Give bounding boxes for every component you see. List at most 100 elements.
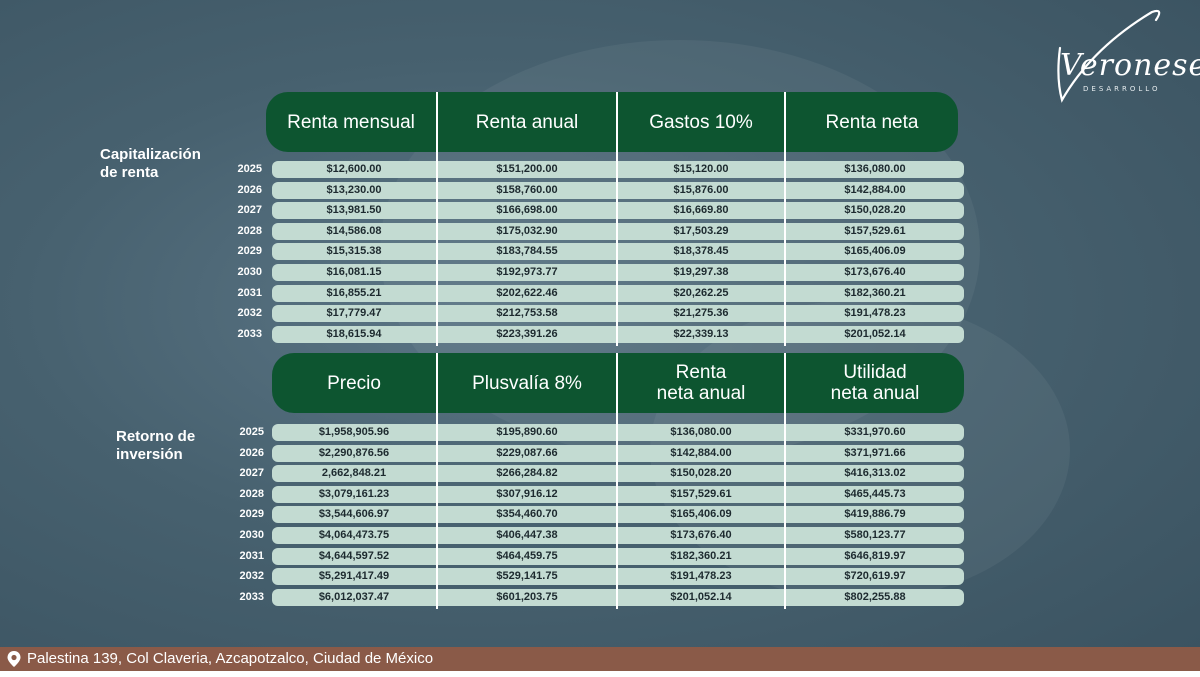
header-bar <box>266 92 958 152</box>
table-cell: $5,291,417.49 <box>318 570 390 583</box>
table-cell: $20,262.25 <box>673 286 729 299</box>
table-cell: $158,760.00 <box>496 183 558 196</box>
table-cell: $331,970.60 <box>844 426 906 438</box>
table-cell: $202,622.46 <box>496 286 558 299</box>
table-row <box>272 465 964 483</box>
table-cell: $13,981.50 <box>326 204 382 217</box>
table-cell: $136,080.00 <box>844 163 906 175</box>
column-divider <box>436 353 438 610</box>
table-cell: $166,698.00 <box>496 204 558 217</box>
column-header: Precio <box>327 372 381 394</box>
row-year: 2028 <box>239 487 264 500</box>
table-cell: $22,339.13 <box>673 327 729 340</box>
table-cell: $646,819.97 <box>844 549 906 562</box>
table-row <box>272 264 964 281</box>
table-row <box>272 527 964 544</box>
column-header: Renta neta anual <box>656 362 746 404</box>
column-header: Plusvalía 8% <box>472 372 582 394</box>
table-row <box>272 588 964 606</box>
table-cell: $157,529.61 <box>670 487 732 500</box>
table-row <box>272 424 964 441</box>
table-cell: $406,447.38 <box>496 529 558 541</box>
row-year: 2026 <box>239 446 264 459</box>
table-row <box>272 444 964 462</box>
table-cell: $150,028.20 <box>844 204 906 217</box>
table-cell: $3,079,161.23 <box>318 487 390 500</box>
row-year: 2026 <box>237 183 262 196</box>
table-cell: $15,315.38 <box>326 245 382 258</box>
table-cell: $165,406.09 <box>844 245 906 258</box>
table-cell: $354,460.70 <box>496 508 558 521</box>
logo-text: Veronese <box>1060 48 1200 83</box>
section-label: Retorno de inversión <box>116 428 196 463</box>
table-row <box>272 325 964 343</box>
table-cell: $580,123.77 <box>844 529 906 541</box>
table-cell: $183,784.55 <box>496 245 558 258</box>
table-cell: $195,890.60 <box>496 426 558 438</box>
table-cell: $18,378.45 <box>673 245 729 258</box>
table-cell: $13,230.00 <box>326 183 382 196</box>
table-cell: $150,028.20 <box>670 467 732 480</box>
table-cell: $201,052.14 <box>844 327 906 340</box>
table-row <box>272 222 964 240</box>
row-year: 2029 <box>237 245 262 258</box>
table-cell: $182,360.21 <box>844 286 906 299</box>
column-header: Renta anual <box>475 111 579 133</box>
table-cell: $15,120.00 <box>673 163 729 175</box>
table-cell: $151,200.00 <box>496 163 558 175</box>
row-year: 2031 <box>239 549 264 562</box>
table-cell: $4,064,473.75 <box>318 529 390 541</box>
table-cell: $266,284.82 <box>496 467 558 480</box>
table-cell: $16,081.15 <box>326 266 382 278</box>
footer-address: Palestina 139, Col Claveria, Azcapotzalc… <box>27 650 434 667</box>
table-cell: $4,644,597.52 <box>318 549 390 562</box>
table-cell: $18,615.94 <box>326 327 382 340</box>
table-cell: $802,255.88 <box>844 590 906 603</box>
row-year: 2030 <box>237 266 262 278</box>
table-cell: $223,391.26 <box>496 327 558 340</box>
table-cell: $15,876.00 <box>673 183 729 196</box>
table-cell: $173,676.40 <box>844 266 906 278</box>
row-year: 2032 <box>237 307 262 320</box>
table-cell: $464,459.75 <box>496 549 558 562</box>
section-label: Capitalización de renta <box>100 146 201 181</box>
row-year: 2027 <box>239 467 264 480</box>
column-divider <box>436 92 438 347</box>
table-cell: $14,586.08 <box>326 224 382 237</box>
table-cell: $136,080.00 <box>670 426 732 438</box>
column-header: Gastos 10% <box>649 111 753 133</box>
table-row <box>272 305 964 323</box>
table-cell: $229,087.66 <box>496 446 558 459</box>
table-cell: $165,406.09 <box>670 508 732 521</box>
table-cell: $2,290,876.56 <box>318 446 390 459</box>
row-year: 2025 <box>239 426 264 438</box>
column-header: Renta mensual <box>287 111 415 133</box>
table-cell: $17,503.29 <box>673 224 729 237</box>
column-divider <box>784 353 786 610</box>
table-cell: $529,141.75 <box>496 570 558 583</box>
row-year: 2029 <box>239 508 264 521</box>
row-year: 2028 <box>237 224 262 237</box>
table-cell: $19,297.38 <box>673 266 729 278</box>
row-year: 2031 <box>237 286 262 299</box>
table-cell: $6,012,037.47 <box>318 590 390 603</box>
table-cell: $21,275.36 <box>673 307 729 320</box>
table-cell: $3,544,606.97 <box>318 508 390 521</box>
column-header: Renta neta <box>825 111 919 133</box>
table-row <box>272 161 964 178</box>
table-cell: $16,855.21 <box>326 286 382 299</box>
table-cell: $182,360.21 <box>670 549 732 562</box>
header-bar <box>272 353 964 413</box>
table-cell: $191,478.23 <box>844 307 906 320</box>
table-row <box>272 506 964 524</box>
table-cell: 2,662,848.21 <box>321 467 387 480</box>
table-cell: $1,958,905.96 <box>318 426 390 438</box>
table-row <box>272 181 964 199</box>
table-cell: $12,600.00 <box>326 163 382 175</box>
table-cell: $191,478.23 <box>670 570 732 583</box>
table-cell: $601,203.75 <box>496 590 558 603</box>
row-year: 2025 <box>237 163 262 175</box>
veronese-logo-icon <box>1057 9 1161 103</box>
row-year: 2032 <box>239 570 264 583</box>
table-cell: $201,052.14 <box>670 590 732 603</box>
